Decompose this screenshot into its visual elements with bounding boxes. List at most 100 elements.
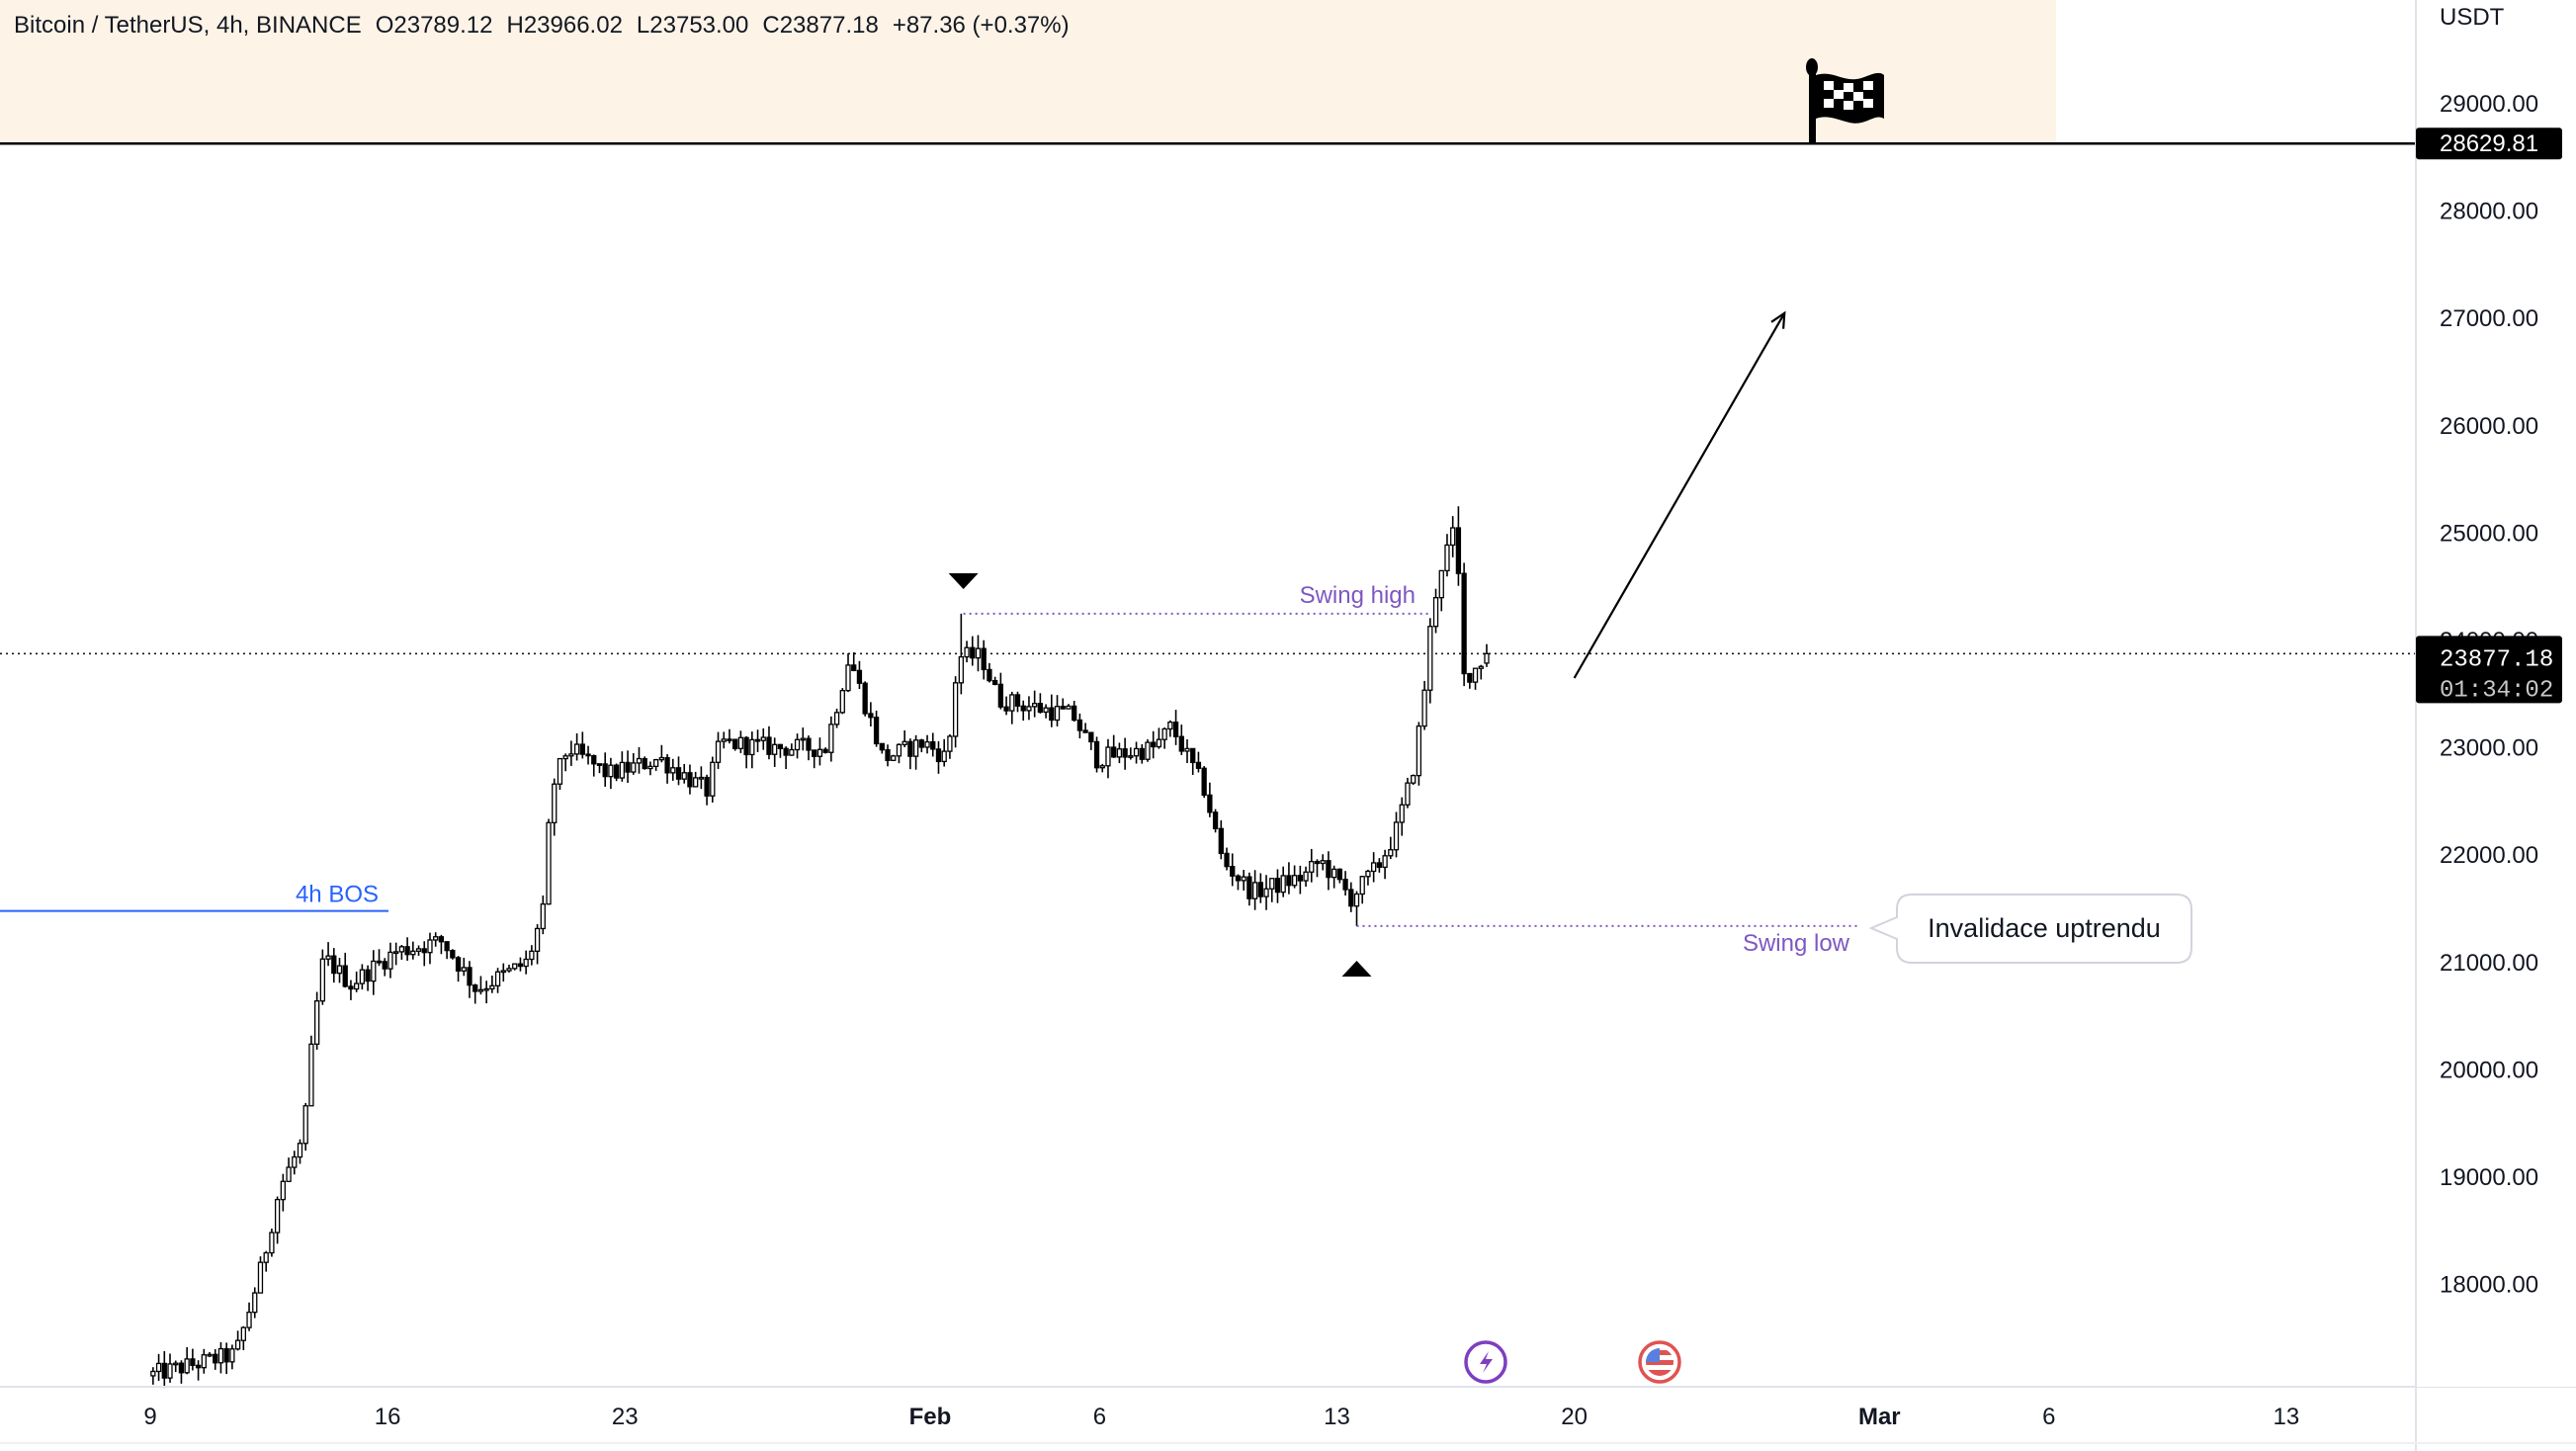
ohlc-low: L23753.00 bbox=[636, 12, 749, 39]
lightning-event-icon[interactable] bbox=[1464, 1340, 1507, 1384]
candle bbox=[274, 1196, 281, 1244]
candle-body bbox=[461, 967, 467, 972]
candle-body bbox=[269, 1232, 275, 1254]
candle-body bbox=[1009, 694, 1015, 712]
candle-body bbox=[190, 1358, 196, 1367]
price-tick-label: 20000.00 bbox=[2440, 1057, 2538, 1083]
candle bbox=[1336, 868, 1343, 884]
candle bbox=[1326, 851, 1331, 891]
candle-body bbox=[1201, 767, 1207, 797]
candle-body bbox=[1303, 871, 1309, 882]
candle-body bbox=[1172, 722, 1179, 737]
candle-body bbox=[433, 936, 439, 941]
target-price-badge bbox=[2416, 128, 2562, 160]
candle-body bbox=[1235, 875, 1242, 882]
candle-body bbox=[410, 950, 416, 956]
candle bbox=[1342, 871, 1348, 896]
candle bbox=[710, 756, 716, 803]
candle-body bbox=[1450, 527, 1456, 547]
candle-body bbox=[721, 738, 727, 742]
candle-body bbox=[777, 743, 784, 749]
checkered-flag-icon[interactable] bbox=[1806, 58, 1884, 144]
invalidation-callout[interactable]: Invalidace uptrendu bbox=[1868, 894, 2192, 964]
candle-body bbox=[1195, 761, 1202, 769]
candle bbox=[297, 1139, 303, 1164]
candle-body bbox=[1190, 747, 1196, 764]
candle-body bbox=[822, 748, 828, 753]
candle-body bbox=[393, 951, 399, 955]
candle bbox=[896, 743, 902, 764]
candle-body bbox=[274, 1198, 281, 1234]
candle bbox=[1348, 882, 1354, 912]
candle-body bbox=[1049, 707, 1055, 722]
candle-body bbox=[935, 748, 942, 763]
candle-body bbox=[415, 948, 422, 952]
candle bbox=[851, 651, 857, 672]
candle bbox=[467, 961, 472, 998]
us-flag-event-icon[interactable] bbox=[1638, 1340, 1681, 1384]
candle bbox=[596, 763, 603, 774]
candle bbox=[970, 636, 976, 666]
candle-body bbox=[760, 736, 766, 741]
bar-countdown: 01:34:02 bbox=[2440, 677, 2553, 704]
candle-body bbox=[873, 717, 880, 745]
candle-body bbox=[365, 969, 371, 982]
candle bbox=[1297, 865, 1303, 895]
candle bbox=[1156, 727, 1162, 749]
candle-body bbox=[444, 941, 450, 952]
candle bbox=[1359, 875, 1365, 904]
candle bbox=[1161, 726, 1167, 749]
candle-body bbox=[1251, 882, 1258, 899]
candle bbox=[1201, 766, 1207, 799]
candle bbox=[1416, 722, 1422, 786]
candle bbox=[150, 1367, 156, 1385]
candle bbox=[1060, 698, 1066, 710]
price-axis[interactable]: 29000.00 28000.00 27000.00 26000.00 25000.00… bbox=[2416, 0, 2576, 1387]
candle-body bbox=[613, 764, 620, 779]
candle bbox=[213, 1349, 218, 1370]
candle-body bbox=[348, 985, 354, 990]
candle-body bbox=[398, 946, 405, 953]
symbol-legend: Bitcoin / TetherUS, 4h, BINANCE O23789.12… bbox=[14, 12, 1083, 40]
candle bbox=[1099, 763, 1105, 773]
price-tick-label: 29000.00 bbox=[2440, 91, 2538, 118]
candle-body bbox=[602, 763, 608, 778]
candle bbox=[1128, 747, 1134, 760]
candle bbox=[1235, 874, 1242, 891]
target-price-label: 28629.81 bbox=[2440, 130, 2538, 157]
candle-body bbox=[1066, 705, 1072, 710]
symbol-name[interactable]: Bitcoin / TetherUS, 4h, BINANCE bbox=[14, 12, 362, 39]
time-axis[interactable]: 9 16 23 Feb 6 13 20 Mar 6 13 bbox=[143, 1404, 2299, 1430]
candle-body bbox=[155, 1362, 162, 1373]
candle bbox=[947, 733, 953, 759]
candle bbox=[952, 676, 959, 748]
candle bbox=[494, 968, 501, 993]
candle-body bbox=[1399, 804, 1405, 823]
candle bbox=[1376, 858, 1383, 873]
candle-body bbox=[1026, 706, 1032, 712]
currency-label[interactable]: USDT bbox=[2440, 4, 2505, 31]
candle-body bbox=[1478, 665, 1484, 669]
candle-body bbox=[1230, 865, 1236, 877]
candle bbox=[348, 980, 354, 1000]
candle bbox=[1450, 516, 1456, 557]
candle-body bbox=[234, 1339, 241, 1350]
candle-body bbox=[280, 1180, 286, 1201]
candle bbox=[1167, 720, 1173, 737]
candle bbox=[1467, 672, 1473, 689]
candle-body bbox=[523, 958, 529, 968]
candle-body bbox=[229, 1348, 235, 1363]
candle-body bbox=[964, 646, 970, 658]
candle bbox=[987, 662, 992, 683]
price-tick-label: 28000.00 bbox=[2440, 199, 2538, 225]
candle bbox=[591, 754, 597, 777]
candle bbox=[862, 681, 868, 717]
candle-body bbox=[1014, 694, 1021, 707]
projection-arrow[interactable] bbox=[1573, 312, 1786, 679]
candle bbox=[766, 726, 772, 760]
candle-body bbox=[173, 1362, 179, 1366]
candle bbox=[806, 735, 812, 761]
candle-body bbox=[687, 772, 693, 788]
candle-body bbox=[1359, 876, 1365, 896]
